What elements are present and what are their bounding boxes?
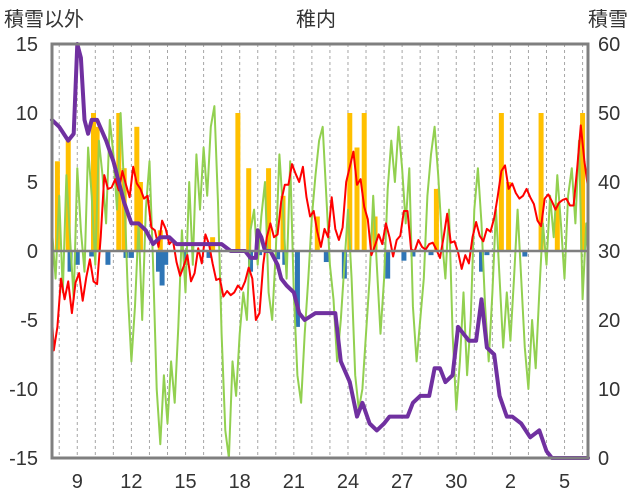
temperature-range-line [51,105,589,459]
y-right-tick-label: 30 [598,241,620,263]
snowfall-bar [506,182,512,251]
snowfall-bar [235,113,241,251]
line-series [50,42,590,460]
snowfall-bar [347,113,353,251]
y-right-tick-label: 20 [598,310,620,332]
left-axis-label: 積雪以外 [4,8,84,31]
y-left-tick-label: 10 [16,103,38,125]
tick-labels: -15 -10 -5 0 5 10 15 0 10 20 30 40 50 60 9 12 15 18 21 24 27… [9,34,620,493]
snow-change-bar [294,251,300,327]
snow-change-bar [479,251,485,272]
y-left-tick-label: 5 [27,172,38,194]
snow-change-bar [410,251,416,257]
chart-title: 稚内 [296,8,336,31]
snowfall-bar [580,113,586,251]
y-right-tick-label: 50 [598,103,620,125]
snow-change-bar [484,251,490,256]
x-tick-label: 18 [229,471,251,493]
x-tick-label: 5 [559,471,570,493]
x-tick-label: 30 [445,471,467,493]
snow-change-bar [323,251,329,263]
snow-change-bar [522,251,528,257]
x-tick-label: 24 [337,471,359,493]
y-right-tick-label: 40 [598,172,620,194]
plot-border [50,42,590,460]
right-axis-label: 積雪 [588,8,628,31]
y-left-tick-label: -5 [20,310,38,332]
y-left-tick-label: -10 [9,379,38,401]
y-left-tick-label: -15 [9,448,38,470]
snow-change-bar [105,251,111,265]
snowfall-bar [91,113,97,251]
bar-series [54,113,586,327]
snowfall-bar [433,188,439,251]
snowfall-bar [137,182,143,251]
temperature-line [51,124,589,352]
snow-change-bar [275,251,281,260]
snow-change-bar [428,251,434,256]
x-tick-label: 12 [120,471,142,493]
snowfall-bar [54,161,60,251]
snow-change-bar [67,251,73,272]
snow-change-bar [89,251,95,257]
snow-change-bar [163,251,169,265]
y-left-tick-label: 0 [27,241,38,263]
snow-change-bar [128,251,134,258]
x-tick-label: 21 [283,471,305,493]
snow-change-bar [248,251,254,272]
y-right-tick-label: 60 [598,34,620,56]
x-tick-label: 2 [505,471,516,493]
snow-change-bar [401,251,407,261]
snow-change-bar [206,251,212,258]
snow-change-bar [74,251,80,265]
snow-change-bar [159,251,165,286]
x-tick-label: 27 [391,471,413,493]
snowfall-bar [361,113,367,251]
snowfall-bar [354,147,360,251]
snowfall-bar [134,126,140,251]
plot-frame [50,42,590,460]
y-right-tick-label: 10 [598,379,620,401]
snow-change-bar [155,251,161,272]
snowfall-bar [246,168,252,251]
snowfall-bar [538,113,544,251]
y-right-tick-label: 0 [598,448,609,470]
snowfall-bar [498,113,504,251]
snowfall-bar [266,168,272,251]
snow-depth-line [50,42,590,460]
snowfall-bar [554,202,560,251]
x-tick-label: 15 [174,471,196,493]
y-left-tick-label: 15 [16,34,38,56]
snow-change-bar [385,251,391,279]
x-tick-label: 9 [72,471,83,493]
